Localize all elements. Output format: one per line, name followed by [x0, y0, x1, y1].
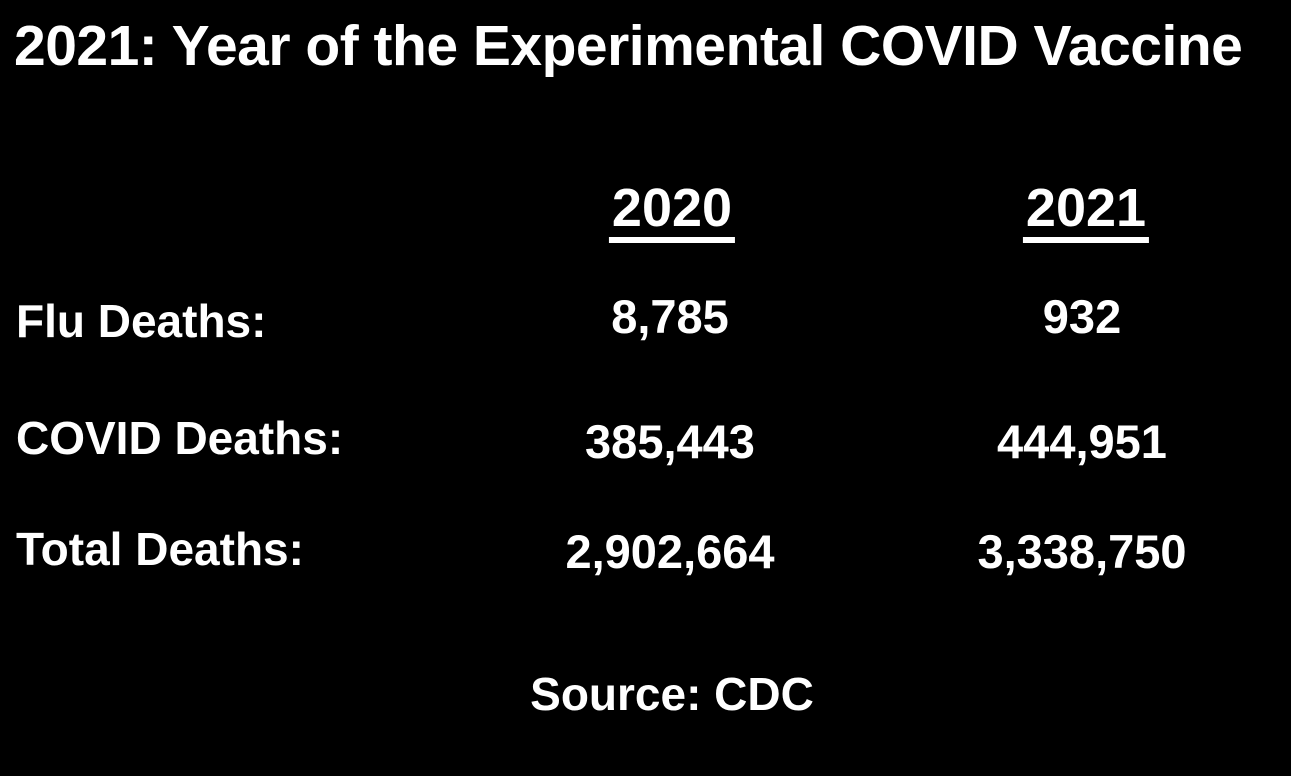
cell-covid-deaths-2020: 385,443: [585, 415, 755, 468]
cell-flu-deaths-2021: 932: [1042, 290, 1122, 343]
row-label-total-deaths: Total Deaths:: [16, 523, 304, 575]
column-header-2021: 2021: [1022, 181, 1150, 243]
page-title: 2021: Year of the Experimental COVID Vac…: [14, 14, 1243, 78]
column-header-2020: 2020: [608, 181, 736, 243]
cell-total-deaths-2021: 3,338,750: [977, 525, 1187, 578]
cell-covid-deaths-2021: 444,951: [997, 415, 1167, 468]
row-label-flu-deaths: Flu Deaths:: [16, 295, 267, 347]
row-label-covid-deaths: COVID Deaths:: [16, 412, 344, 464]
cell-total-deaths-2020: 2,902,664: [565, 525, 775, 578]
cell-flu-deaths-2020: 8,785: [611, 290, 729, 343]
source-caption: Source: CDC: [530, 668, 814, 720]
